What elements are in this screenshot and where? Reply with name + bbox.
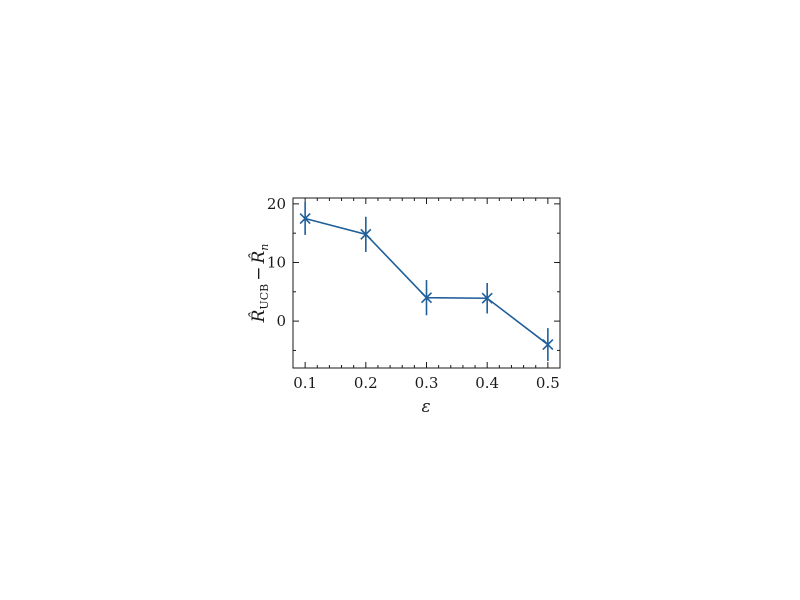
y-tick-label: 0 bbox=[276, 312, 286, 330]
y-ticks bbox=[293, 203, 560, 351]
x-tick-label: 0.1 bbox=[293, 374, 317, 392]
data-point-marker bbox=[481, 292, 493, 304]
data-point-marker bbox=[299, 212, 311, 225]
y-label-r-ucb: R̂ bbox=[249, 309, 269, 323]
data-point-marker bbox=[360, 228, 372, 240]
data-point-marker bbox=[542, 338, 554, 351]
y-tick-labels: 0 10 20 bbox=[267, 195, 286, 330]
y-label-sub-n: n bbox=[258, 244, 271, 251]
y-tick-label: 10 bbox=[267, 253, 286, 271]
data-point-marker bbox=[420, 292, 433, 304]
x-tick-labels: 0.1 0.2 0.3 0.4 0.5 bbox=[293, 374, 560, 392]
series-group bbox=[299, 202, 554, 361]
y-label-r-n: R̂ bbox=[249, 251, 269, 265]
x-tick-label: 0.5 bbox=[536, 374, 560, 392]
x-tick-label: 0.2 bbox=[354, 374, 378, 392]
y-axis-label: R̂UCB−R̂n bbox=[249, 244, 271, 324]
y-label-sub-ucb: UCB bbox=[258, 284, 271, 310]
y-label-minus: − bbox=[249, 267, 269, 281]
y-tick-label: 20 bbox=[267, 195, 286, 213]
x-tick-label: 0.3 bbox=[415, 374, 439, 392]
x-axis-label: ε bbox=[421, 397, 430, 417]
x-tick-label: 0.4 bbox=[475, 374, 499, 392]
x-ticks bbox=[292, 198, 561, 368]
